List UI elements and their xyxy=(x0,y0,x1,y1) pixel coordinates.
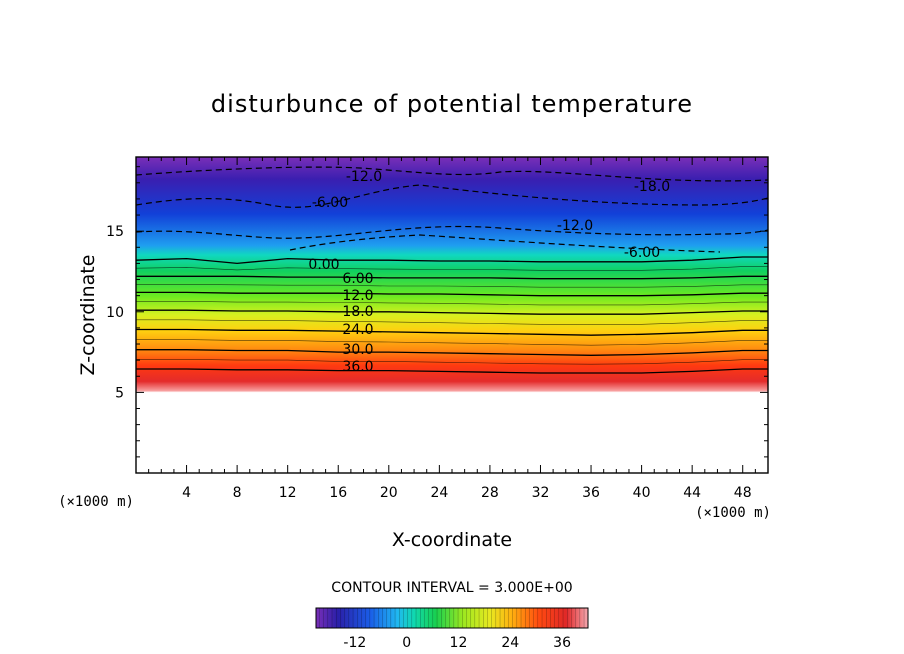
contour-line-30.0 xyxy=(136,349,768,356)
colorbar-tick-label: 36 xyxy=(553,635,571,651)
colorbar-tick-label: -12 xyxy=(343,635,366,651)
x-unit-right: (×1000 m) xyxy=(695,505,771,521)
x-tick-label: 16 xyxy=(329,485,347,501)
colorbar: -12 0 12 24 36 xyxy=(315,607,589,651)
y-tick-label: 15 xyxy=(106,224,124,240)
y-tick-label: 5 xyxy=(115,385,124,401)
x-tick-label: 48 xyxy=(734,485,752,501)
contour-line-6.00 xyxy=(136,275,768,280)
y-axis: 5 10 15 xyxy=(106,166,768,474)
contour-label-6: 6.00 xyxy=(342,271,373,287)
contour-labels: -12.0 -6.00 -18.0 -12.0 -6.00 0.00 6.00 … xyxy=(308,169,670,375)
contour-line-0.00 xyxy=(136,256,768,265)
y-axis-label: Z-coordinate xyxy=(77,255,99,376)
colorbar-tick-label: 12 xyxy=(450,635,468,651)
x-tick-label: 28 xyxy=(481,485,499,501)
plot-area xyxy=(136,157,768,473)
contour-line-minor xyxy=(136,266,768,271)
y-tick-label: 10 xyxy=(106,305,124,321)
colorbar-tick-label: 24 xyxy=(501,635,519,651)
x-tick-label: 44 xyxy=(683,485,701,501)
contour-line-minor xyxy=(136,301,768,306)
colorbar-stripes xyxy=(316,608,588,628)
contour-line-neg18 xyxy=(136,166,768,182)
x-tick-label: 4 xyxy=(182,485,191,501)
x-axis-label: X-coordinate xyxy=(392,529,512,551)
contour-label-neg18: -18.0 xyxy=(634,179,670,195)
contour-label-neg12-top: -12.0 xyxy=(346,169,382,185)
x-tick-label: 32 xyxy=(532,485,550,501)
x-tick-label: 12 xyxy=(279,485,297,501)
contour-line-neg6b xyxy=(289,234,721,253)
contour-line-minor xyxy=(136,284,768,288)
negative-contour-lines xyxy=(136,166,768,253)
x-tick-label: 40 xyxy=(633,485,651,501)
contour-line-12.0 xyxy=(136,291,768,297)
x-axis: 4 8 12 16 20 24 28 32 36 40 44 48 xyxy=(135,157,769,501)
contour-interval-label: CONTOUR INTERVAL = 3.000E+00 xyxy=(331,580,572,596)
contour-line-36.0 xyxy=(136,368,768,374)
x-tick-label: 36 xyxy=(582,485,600,501)
x-unit-left: (×1000 m) xyxy=(58,494,134,510)
contour-label-0: 0.00 xyxy=(308,257,339,273)
heatmap-field xyxy=(136,157,768,473)
contour-label-neg12: -12.0 xyxy=(557,218,593,234)
contour-label-neg6-top: -6.00 xyxy=(312,195,348,211)
x-tick-label: 20 xyxy=(380,485,398,501)
colorbar-tick-label: 0 xyxy=(402,635,411,651)
contour-label-36: 36.0 xyxy=(342,359,373,375)
x-tick-label: 24 xyxy=(430,485,448,501)
contour-line-neg12 xyxy=(136,184,768,208)
contour-line-minor xyxy=(136,359,768,365)
contour-line-neg6 xyxy=(136,225,768,239)
colorbar-frame xyxy=(315,607,589,629)
contour-lines xyxy=(136,256,768,374)
contour-label-12: 12.0 xyxy=(342,288,373,304)
chart-title: disturbunce of potential temperature xyxy=(211,90,693,118)
contour-label-30: 30.0 xyxy=(342,342,373,358)
contour-line-18.0 xyxy=(136,309,768,315)
x-tick-label: 8 xyxy=(233,485,242,501)
contour-label-18: 18.0 xyxy=(342,304,373,320)
contour-label-neg6: -6.00 xyxy=(624,245,660,261)
contour-line-24.0 xyxy=(136,328,768,336)
contour-line-minor xyxy=(136,319,768,326)
contour-line-minor xyxy=(136,339,768,346)
contour-label-24: 24.0 xyxy=(342,322,373,338)
colorbar-ticks: -12 0 12 24 36 xyxy=(343,635,571,651)
